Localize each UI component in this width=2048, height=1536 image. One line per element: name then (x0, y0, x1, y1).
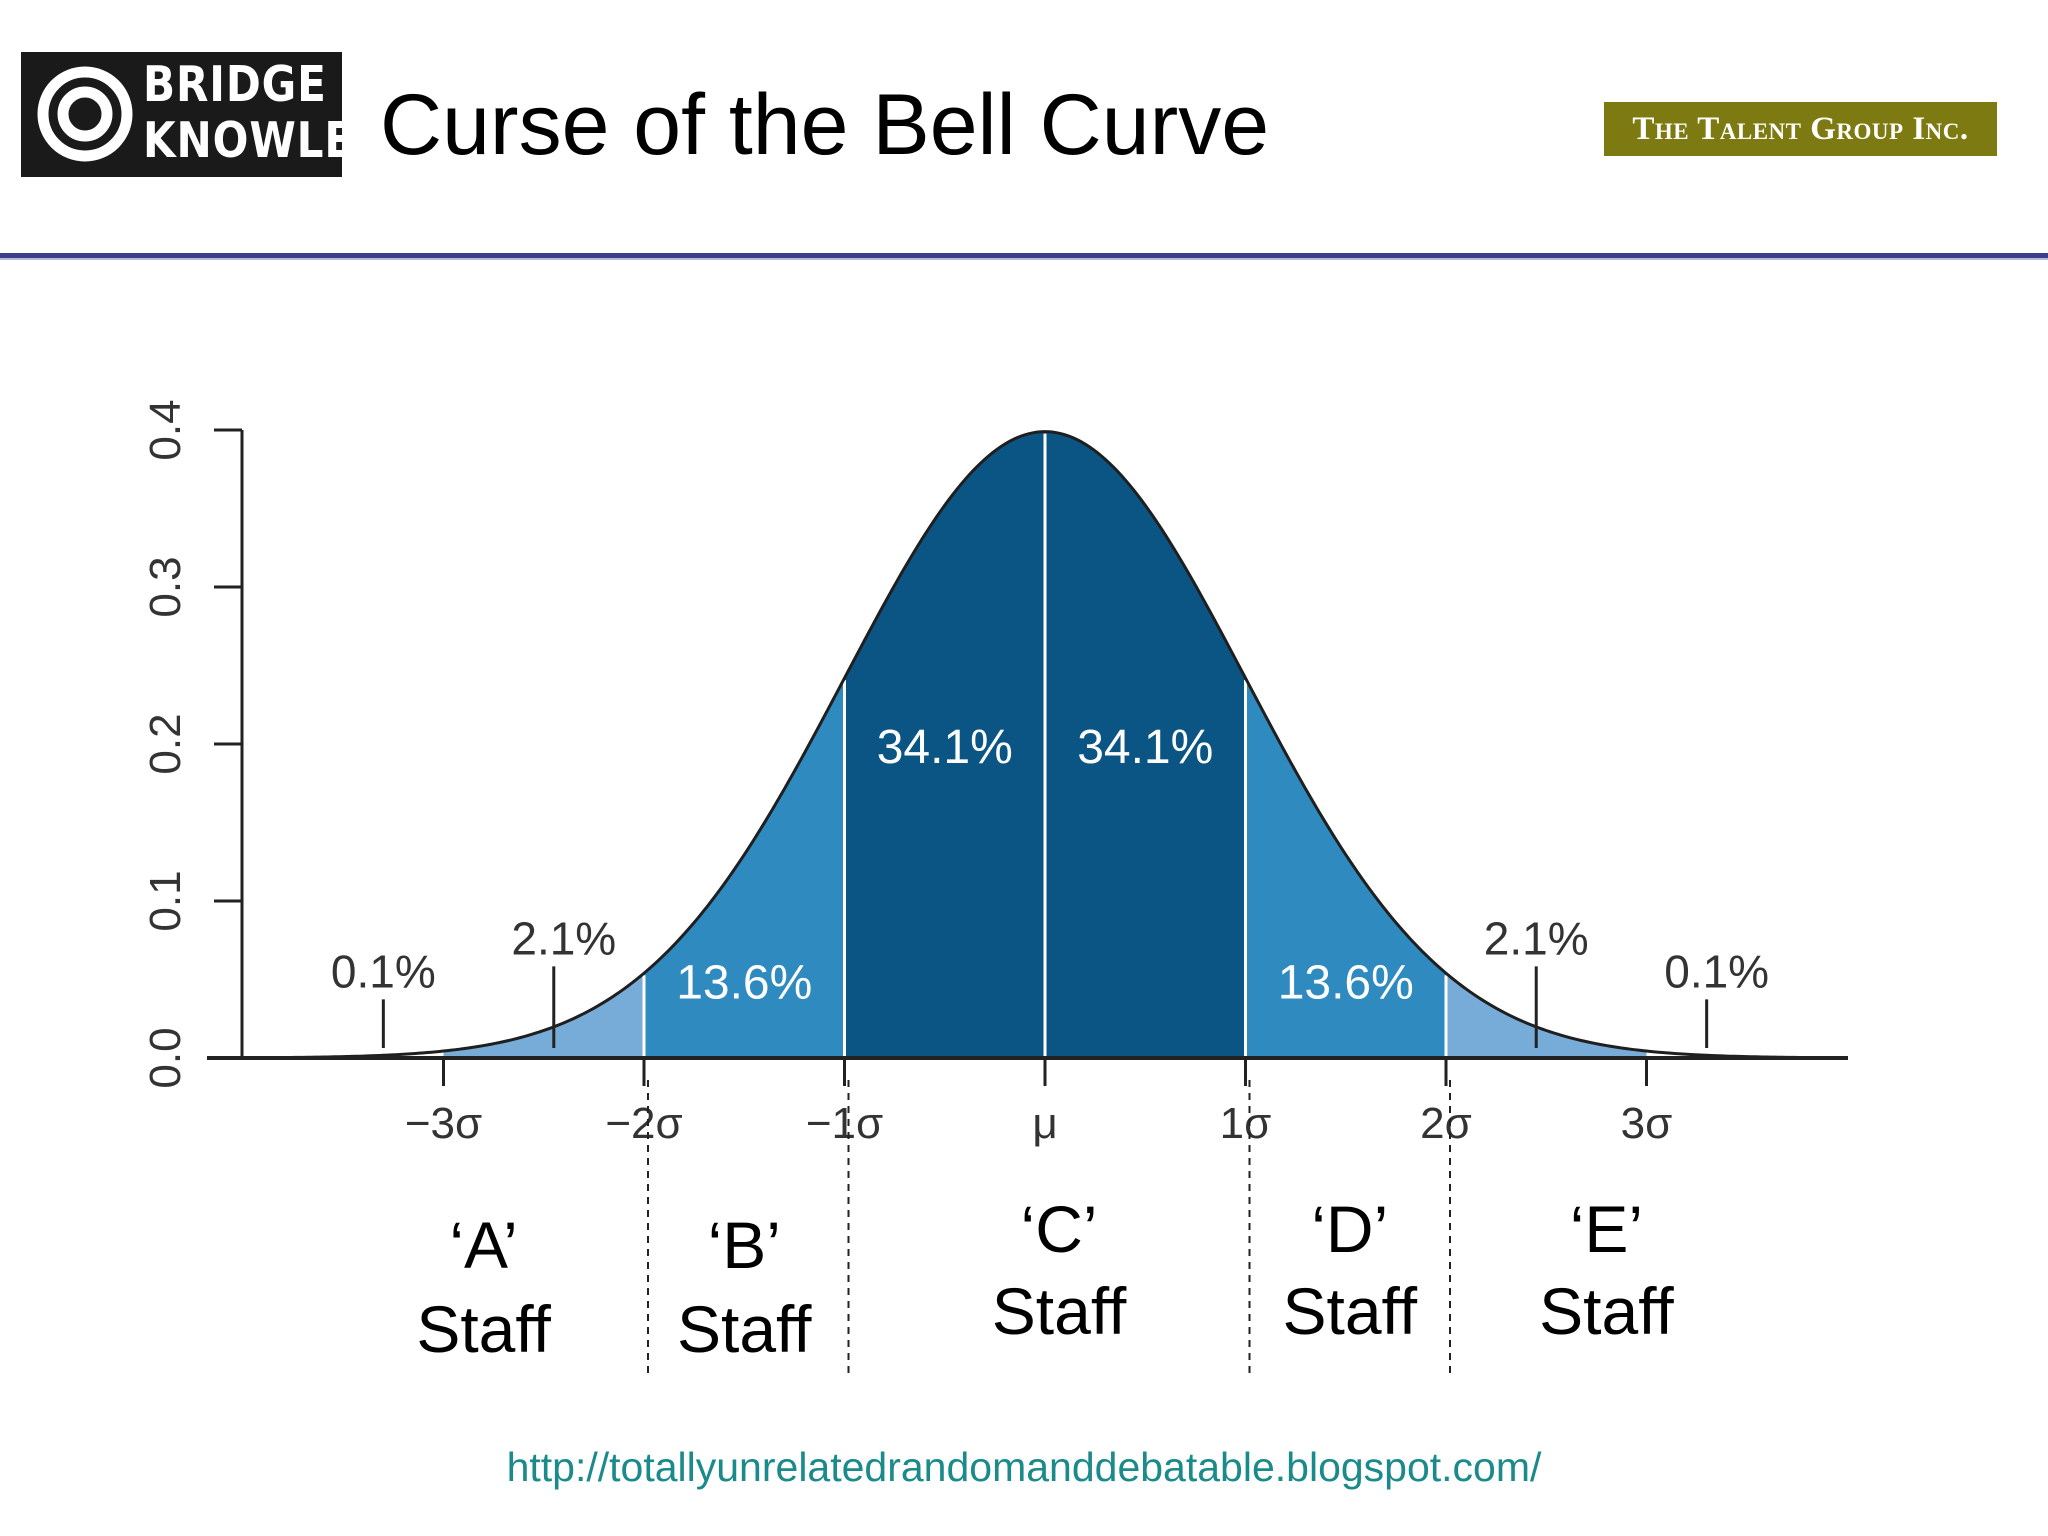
y-tick-label: 0.1 (141, 870, 190, 931)
percent-label-outside: 2.1% (511, 912, 616, 964)
target-icon (37, 66, 133, 162)
percent-label-inside: 13.6% (676, 956, 812, 1009)
logo-text-line2: KNOWLE (143, 112, 355, 169)
x-tick-label: −3σ (405, 1099, 482, 1148)
staff-group-grade: ‘E’ (1570, 1192, 1643, 1266)
y-tick-label: 0.2 (141, 713, 190, 774)
slide-title: Curse of the Bell Curve (380, 77, 1270, 173)
staff-group-label: Staff (1282, 1274, 1417, 1348)
staff-group-grade: ‘B’ (708, 1208, 781, 1282)
staff-group-grade: ‘C’ (1021, 1192, 1098, 1266)
percent-label-outside: 2.1% (1484, 912, 1589, 964)
y-tick-label: 0.4 (141, 399, 190, 460)
x-tick-label: 1σ (1220, 1099, 1272, 1148)
band-0 (443, 973, 644, 1058)
staff-group-label: Staff (1539, 1274, 1674, 1348)
percent-label-outside: 0.1% (331, 945, 436, 997)
staff-group-label: Staff (992, 1274, 1127, 1348)
x-tick-label: −2σ (605, 1099, 682, 1148)
x-tick-label: −1σ (806, 1099, 883, 1148)
x-tick-label: 3σ (1621, 1099, 1673, 1148)
percent-label-inside: 34.1% (877, 721, 1013, 774)
y-tick-label: 0.0 (141, 1027, 190, 1088)
staff-group-label: Staff (677, 1292, 812, 1366)
percent-label-inside: 13.6% (1278, 956, 1414, 1009)
density-curve (242, 430, 1848, 1060)
staff-group-grade: ‘D’ (1311, 1192, 1388, 1266)
talent-group-logo: The Talent Group Inc. (1604, 102, 1997, 156)
band-5 (1446, 973, 1647, 1058)
percent-label-outside: 0.1% (1664, 945, 1769, 997)
y-tick-label: 0.3 (141, 556, 190, 617)
x-tick-label: μ (1032, 1099, 1057, 1148)
percent-label-inside: 34.1% (1077, 721, 1213, 774)
logo-text-line1: BRIDGE (143, 56, 327, 113)
staff-group-grade: ‘A’ (449, 1208, 517, 1282)
bridge-knowle-logo: BRIDGE KNOWLE (21, 52, 353, 177)
x-tick-label: 2σ (1420, 1099, 1472, 1148)
title-divider (0, 253, 2048, 260)
staff-group-label: Staff (416, 1292, 551, 1366)
source-url[interactable]: http://totallyunrelatedrandomanddebatabl… (506, 1444, 1542, 1490)
